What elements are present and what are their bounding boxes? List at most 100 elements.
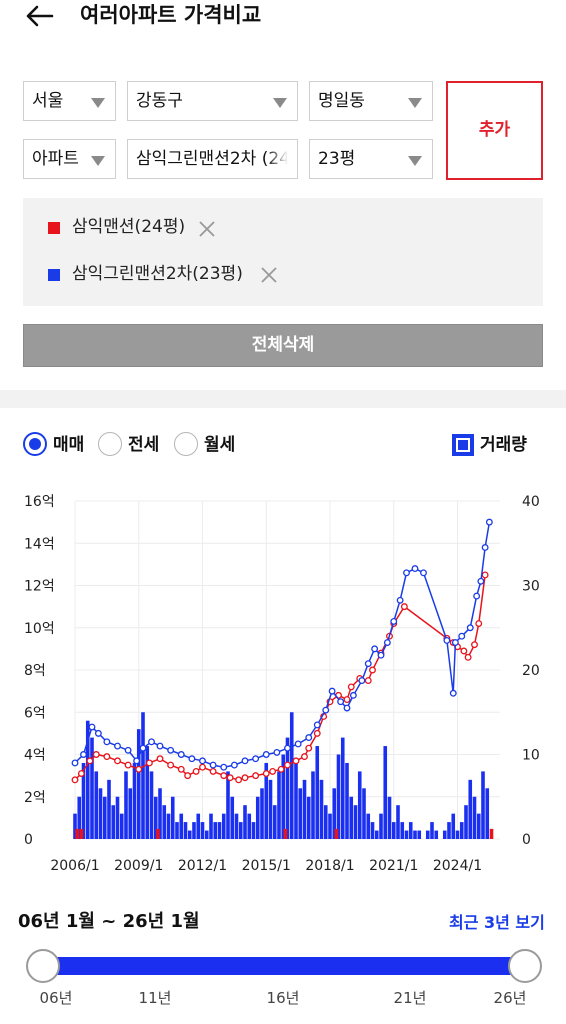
volume-bar: [217, 822, 222, 839]
dong-select[interactable]: 명일동: [309, 81, 433, 121]
compare-item-label: 삼익그린맨션2차(23평): [72, 264, 243, 284]
volume-bar: [336, 754, 341, 839]
y-axis-right-tick-label: 40: [522, 494, 540, 510]
data-point: [192, 767, 200, 775]
section-divider: [0, 390, 566, 408]
volume-bar: [128, 788, 133, 839]
volume-bar: [400, 822, 405, 839]
y-axis-right-tick-label: 0: [522, 832, 531, 848]
volume-bar: [268, 779, 273, 839]
add-button[interactable]: 추가: [446, 81, 543, 180]
data-point: [177, 751, 185, 758]
data-point: [305, 734, 313, 742]
volume-bar: [221, 813, 226, 839]
arrow-left-icon: [26, 5, 54, 27]
range-tick-label: 26년: [493, 989, 527, 1007]
data-point: [481, 544, 489, 551]
volume-bar: [77, 796, 82, 839]
radio-unselected-icon: [174, 432, 198, 456]
range-slider-end-handle[interactable]: [508, 949, 542, 983]
volume-bar: [298, 788, 303, 839]
data-point: [135, 765, 143, 773]
data-point: [199, 763, 206, 771]
range-tick-label: 11년: [138, 989, 172, 1007]
volume-bar: [170, 796, 175, 839]
data-point: [184, 772, 192, 780]
volume-bar: [455, 830, 460, 839]
checkbox-checked-icon: [456, 438, 470, 452]
city-select[interactable]: 서울: [23, 81, 116, 121]
data-point: [156, 742, 164, 750]
data-point: [400, 603, 408, 611]
data-point: [241, 757, 249, 765]
volume-bar: [366, 813, 371, 839]
data-point: [114, 757, 121, 765]
volume-bar: [413, 830, 417, 839]
volume-checkbox[interactable]: [452, 434, 474, 456]
text-fade: [267, 140, 297, 178]
city-value: 서울: [32, 91, 64, 111]
data-point: [103, 738, 111, 746]
data-point: [188, 755, 196, 763]
data-point: [347, 683, 355, 691]
x-axis-tick-label: 2018/1: [305, 858, 354, 874]
volume-bar: [396, 805, 400, 839]
dropdown-arrow-icon: [91, 98, 105, 108]
volume-bar: [277, 771, 281, 839]
y-axis-left-tick-label: 14억: [24, 536, 55, 552]
volume-bar: [94, 771, 99, 839]
volume-bar: [107, 779, 111, 839]
data-point: [313, 729, 321, 737]
remove-icon[interactable]: [198, 220, 216, 238]
volume-bar: [353, 805, 358, 839]
compare-list: 삼익맨션(24평) 삼익그린맨션2차(23평): [23, 198, 543, 306]
data-point: [396, 596, 404, 604]
dong-value: 명일동: [318, 91, 365, 111]
complex-select[interactable]: 삼익그린맨션2차 (240: [127, 139, 298, 179]
volume-bar: [272, 805, 277, 839]
data-point: [77, 770, 85, 777]
y-axis-left-tick-label: 2억: [24, 790, 46, 806]
volume-bar: [213, 822, 218, 839]
back-button[interactable]: [24, 2, 56, 30]
volume-bar: [156, 828, 160, 839]
data-point: [322, 706, 330, 714]
district-select[interactable]: 강동구: [127, 81, 298, 121]
volume-bar: [387, 796, 392, 839]
data-point: [262, 751, 270, 758]
x-axis-tick-label: 2015/1: [242, 858, 291, 874]
volume-bar: [481, 771, 485, 839]
volume-bar: [158, 788, 162, 839]
volume-bar: [132, 762, 137, 839]
dropdown-arrow-icon: [408, 98, 422, 108]
property-type-value: 아파트: [32, 149, 79, 169]
volume-bar: [124, 771, 128, 839]
size-select[interactable]: 23평: [309, 139, 433, 179]
x-axis-tick-label: 2021/1: [369, 858, 418, 874]
volume-bar: [200, 822, 205, 839]
volume-bar: [485, 788, 490, 839]
range-slider-start-handle[interactable]: [26, 949, 60, 983]
volume-bar: [345, 762, 349, 839]
volume-bar: [234, 813, 239, 839]
data-point: [167, 746, 175, 754]
volume-bar: [283, 828, 288, 839]
data-point: [92, 751, 100, 758]
delete-all-button[interactable]: 전체삭제: [23, 324, 543, 367]
volume-bar: [175, 822, 179, 839]
range-slider-track[interactable]: [42, 957, 526, 975]
dropdown-arrow-icon: [91, 156, 105, 166]
data-point: [449, 689, 457, 697]
data-point: [473, 592, 481, 600]
series-color-swatch: [48, 222, 60, 234]
volume-bar: [79, 828, 84, 839]
data-point: [230, 761, 238, 769]
data-point: [80, 751, 87, 758]
data-point: [305, 744, 313, 752]
recent-3-years-link[interactable]: 최근 3년 보기: [449, 913, 545, 932]
remove-icon[interactable]: [260, 266, 278, 284]
property-type-select[interactable]: 아파트: [23, 139, 116, 179]
volume-bar: [243, 805, 247, 839]
data-point: [284, 744, 291, 752]
volume-bar: [226, 771, 230, 839]
